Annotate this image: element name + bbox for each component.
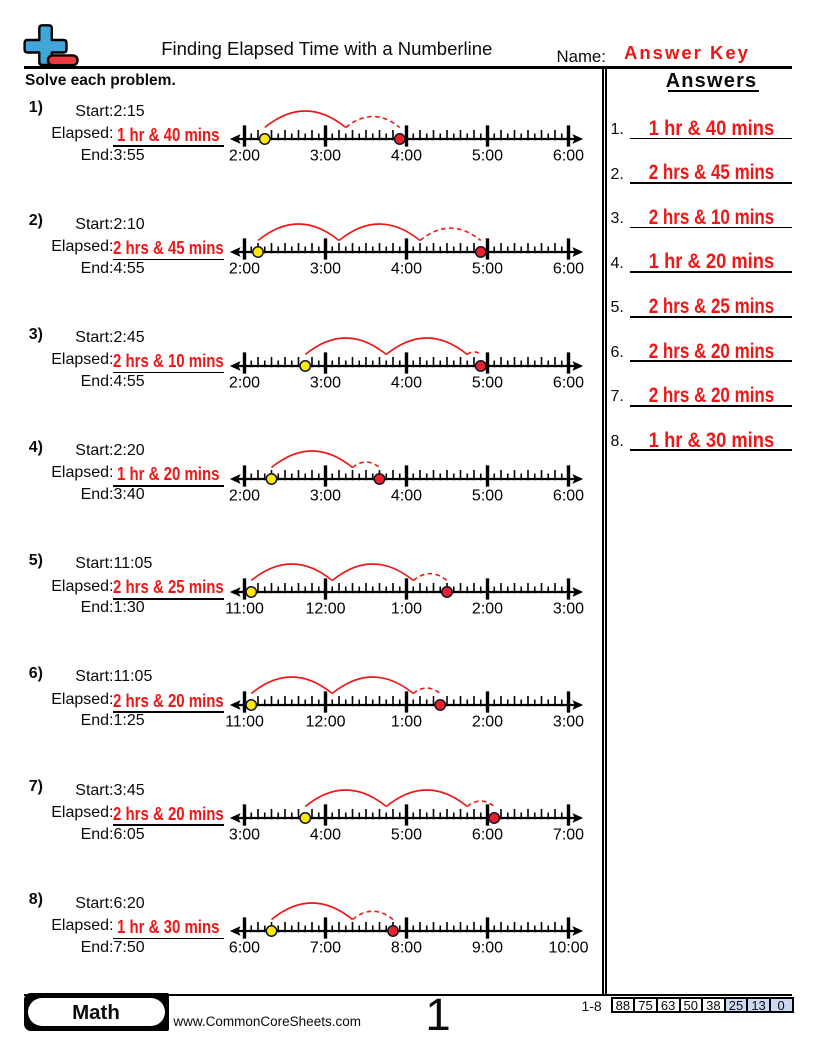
svg-text:3:00: 3:00: [553, 600, 584, 617]
svg-text:11:00: 11:00: [225, 600, 264, 617]
svg-text:2:00: 2:00: [229, 147, 260, 164]
svg-text:8:00: 8:00: [391, 940, 422, 957]
svg-text:4:00: 4:00: [391, 487, 422, 504]
svg-text:4:00: 4:00: [310, 826, 341, 843]
svg-text:3:00: 3:00: [553, 713, 584, 730]
svg-text:1:00: 1:00: [391, 600, 422, 617]
svg-text:6:00: 6:00: [553, 374, 584, 391]
svg-text:5:00: 5:00: [472, 261, 503, 278]
svg-text:12:00: 12:00: [305, 713, 345, 730]
svg-text:7:00: 7:00: [553, 826, 584, 843]
svg-text:6:00: 6:00: [553, 147, 584, 164]
svg-text:6:00: 6:00: [472, 826, 503, 843]
svg-text:7:00: 7:00: [310, 940, 341, 957]
svg-text:5:00: 5:00: [472, 374, 503, 391]
svg-text:5:00: 5:00: [391, 826, 422, 843]
svg-text:10:00: 10:00: [548, 940, 588, 957]
svg-text:3:00: 3:00: [310, 487, 341, 504]
svg-text:3:00: 3:00: [310, 147, 341, 164]
svg-text:9:00: 9:00: [472, 940, 503, 957]
svg-text:6:00: 6:00: [229, 940, 260, 957]
svg-text:1:00: 1:00: [391, 713, 422, 730]
svg-text:11:00: 11:00: [225, 713, 264, 730]
svg-text:4:00: 4:00: [391, 261, 422, 278]
svg-text:2:00: 2:00: [229, 261, 260, 278]
svg-text:4:00: 4:00: [391, 147, 422, 164]
svg-text:5:00: 5:00: [472, 147, 503, 164]
svg-text:6:00: 6:00: [553, 261, 584, 278]
svg-text:2:00: 2:00: [229, 374, 260, 391]
svg-text:3:00: 3:00: [310, 261, 341, 278]
svg-text:4:00: 4:00: [391, 374, 422, 391]
svg-text:6:00: 6:00: [553, 487, 584, 504]
svg-text:5:00: 5:00: [472, 487, 503, 504]
svg-text:3:00: 3:00: [310, 374, 341, 391]
svg-text:2:00: 2:00: [472, 713, 503, 730]
svg-text:3:00: 3:00: [229, 826, 260, 843]
svg-text:2:00: 2:00: [229, 487, 260, 504]
svg-text:2:00: 2:00: [472, 600, 503, 617]
svg-text:12:00: 12:00: [305, 600, 345, 617]
